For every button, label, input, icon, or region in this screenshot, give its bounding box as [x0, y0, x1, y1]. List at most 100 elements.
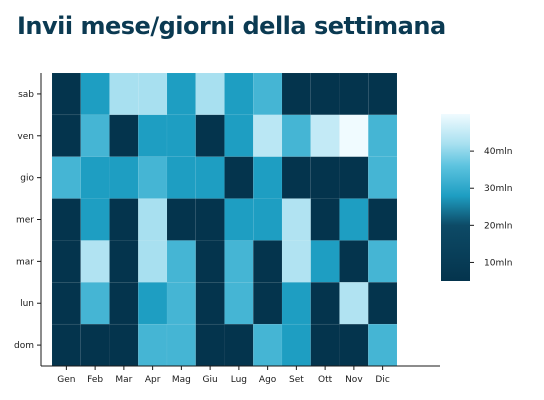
heatmap-cell-sab-Lug	[224, 72, 254, 116]
x-tick-label: Mar	[115, 375, 132, 385]
heatmap-cell-mer-Ago	[253, 198, 283, 241]
y-tick-label: mer	[16, 216, 34, 226]
heatmap-cell-gio-Apr	[138, 156, 168, 199]
heatmap-cell-gio-Ott	[310, 156, 340, 199]
colorbar-tick-label: 30mln	[484, 184, 512, 194]
heatmap-cell-mer-Mag	[166, 198, 196, 241]
heatmap-cell-mar-Feb	[80, 240, 110, 283]
x-tick-label: Gen	[57, 375, 75, 385]
heatmap-cell-gio-Nov	[339, 156, 369, 199]
y-tick-label: mar	[16, 257, 34, 267]
heatmap-cell-dom-Mag	[166, 323, 196, 367]
heatmap-cell-sab-Ago	[253, 72, 283, 116]
heatmap-cell-ven-Apr	[138, 114, 168, 157]
colorbar-ticks: 40mln 30mln 20mln 10mln	[470, 147, 512, 268]
heatmap-cell-mar-Lug	[224, 240, 254, 283]
heatmap-cell-sab-Dic	[368, 72, 398, 116]
x-axis-ticks: Gen Feb Mar Apr Mag Giu Lug Ago Set Ott Nov Dic	[57, 366, 390, 385]
x-tick-label: Set	[289, 375, 304, 385]
heatmap-cell-mar-Set	[281, 240, 311, 283]
heatmap-cell-sab-Apr	[138, 72, 168, 116]
heatmap-cell-lun-Mar	[109, 282, 139, 325]
colorbar-tick-label: 20mln	[484, 221, 512, 231]
heatmap-cell-sab-Mag	[166, 72, 196, 116]
heatmap-cell-dom-Ott	[310, 323, 340, 367]
heatmap-cell-gio-Dic	[368, 156, 398, 199]
y-tick-label: sab	[18, 90, 34, 100]
heatmap-cell-mar-Dic	[368, 240, 398, 283]
y-tick-label: dom	[14, 341, 34, 351]
heatmap-cell-mer-Gen	[51, 198, 81, 241]
heatmap-cell-gio-Lug	[224, 156, 254, 199]
heatmap-cell-dom-Dic	[368, 323, 398, 367]
heatmap-cell-dom-Gen	[51, 323, 81, 367]
heatmap-cell-mar-Mag	[166, 240, 196, 283]
heatmap-cell-lun-Feb	[80, 282, 110, 325]
y-tick-label: gio	[20, 174, 34, 184]
heatmap-cell-gio-Giu	[195, 156, 225, 199]
x-tick-label: Feb	[87, 375, 103, 385]
heatmap-cell-mer-Feb	[80, 198, 110, 241]
heatmap-cell-dom-Feb	[80, 323, 110, 367]
heatmap-cell-sab-Gen	[51, 72, 81, 116]
heatmap-cell-sab-Ott	[310, 72, 340, 116]
heatmap-cell-mar-Gen	[51, 240, 81, 283]
heatmap-cell-mer-Set	[281, 198, 311, 241]
x-tick-label: Dic	[375, 375, 389, 385]
heatmap-cell-ven-Gen	[51, 114, 81, 157]
heatmap-cell-gio-Feb	[80, 156, 110, 199]
heatmap-cell-ven-Feb	[80, 114, 110, 157]
heatmap-cell-ven-Dic	[368, 114, 398, 157]
y-tick-label: ven	[17, 132, 34, 142]
heatmap-cell-lun-Nov	[339, 282, 369, 325]
heatmap-cell-ven-Giu	[195, 114, 225, 157]
heatmap-cell-lun-Mag	[166, 282, 196, 325]
heatmap-cell-gio-Set	[281, 156, 311, 199]
heatmap-cell-mer-Lug	[224, 198, 254, 241]
heatmap-cell-mer-Nov	[339, 198, 369, 241]
x-tick-label: Ago	[259, 375, 277, 385]
heatmap-cell-sab-Set	[281, 72, 311, 116]
heatmap-cell-lun-Apr	[138, 282, 168, 325]
heatmap-cell-dom-Ago	[253, 323, 283, 367]
heatmap-cell-lun-Giu	[195, 282, 225, 325]
colorbar	[441, 114, 470, 281]
x-tick-label: Apr	[145, 375, 161, 385]
colorbar-tick-label: 40mln	[484, 147, 512, 157]
heatmap-cell-sab-Feb	[80, 72, 110, 116]
heatmap-cell-ven-Set	[281, 114, 311, 157]
heatmap-cell-lun-Ago	[253, 282, 283, 325]
heatmap-cell-gio-Mag	[166, 156, 196, 199]
heatmap-cell-ven-Ago	[253, 114, 283, 157]
heatmap-cell-lun-Gen	[51, 282, 81, 325]
x-tick-label: Mag	[172, 375, 191, 385]
heatmap-cell-sab-Nov	[339, 72, 369, 116]
chart-title: Invii mese/giorni della settimana	[17, 12, 446, 40]
heatmap-cell-ven-Mag	[166, 114, 196, 157]
y-axis-ticks: sab ven gio mer mar lun dom	[14, 90, 41, 351]
heatmap-cell-mer-Apr	[138, 198, 168, 241]
heatmap-cell-ven-Ott	[310, 114, 340, 157]
heatmap-cell-gio-Mar	[109, 156, 139, 199]
heatmap-cell-gio-Ago	[253, 156, 283, 199]
heatmap-cell-mar-Giu	[195, 240, 225, 283]
heatmap-cell-mer-Dic	[368, 198, 398, 241]
heatmap-cell-mar-Mar	[109, 240, 139, 283]
x-tick-label: Giu	[203, 375, 218, 385]
heatmap-cell-mer-Mar	[109, 198, 139, 241]
heatmap-cell-mer-Ott	[310, 198, 340, 241]
heatmap-cell-lun-Ott	[310, 282, 340, 325]
heatmap-cell-lun-Dic	[368, 282, 398, 325]
heatmap-cell-ven-Lug	[224, 114, 254, 157]
heatmap-cell-dom-Apr	[138, 323, 168, 367]
heatmap-cell-dom-Giu	[195, 323, 225, 367]
heatmap-cell-lun-Lug	[224, 282, 254, 325]
heatmap-cell-mar-Ago	[253, 240, 283, 283]
heatmap-cell-mar-Ott	[310, 240, 340, 283]
heatmap-cell-ven-Mar	[109, 114, 139, 157]
x-tick-label: Ott	[318, 375, 333, 385]
heatmap-cell-ven-Nov	[339, 114, 369, 157]
x-tick-label: Lug	[231, 375, 247, 385]
colorbar-tick-label: 10mln	[484, 258, 512, 268]
